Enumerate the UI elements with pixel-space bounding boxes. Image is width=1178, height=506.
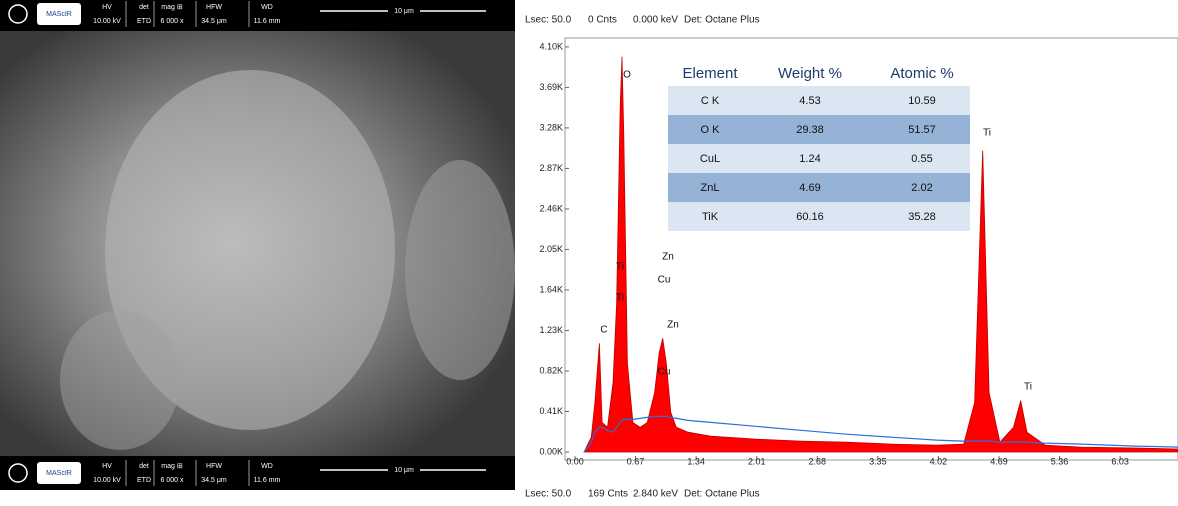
- table-cell: CuL: [700, 153, 720, 165]
- table-cell: 4.69: [799, 182, 820, 194]
- sem-header: HV: [102, 463, 112, 470]
- sem-header: HV: [102, 4, 112, 11]
- table-cell: O K: [701, 124, 721, 136]
- x-tick-label: 1.34: [687, 456, 705, 466]
- sem-value: ETD: [137, 477, 151, 484]
- x-tick-label: 4.02: [930, 456, 948, 466]
- y-tick-label: 0.82K: [539, 365, 563, 375]
- y-tick-label: 4.10K: [539, 41, 563, 51]
- table-cell: 0.55: [911, 153, 932, 165]
- sem-header: mag ⊞: [161, 463, 183, 470]
- scale-label: 10 μm: [394, 467, 414, 474]
- peak-label: Ti: [616, 262, 624, 273]
- peak-label: Ti: [1024, 382, 1032, 393]
- peak-label: Zn: [662, 252, 674, 263]
- table-cell: 35.28: [908, 211, 936, 223]
- sem-value: 34.5 μm: [201, 18, 227, 25]
- table-header: Element: [682, 65, 738, 82]
- figure: MAScIR HV 10.00 kV det ETD mag ⊞ 6 000 x HFW 34.…: [0, 0, 1178, 506]
- spectrum-header: Lsec: 50.0: [525, 15, 572, 26]
- sem-value: 6 000 x: [161, 18, 184, 25]
- spectrum-header: Det: Octane Plus: [684, 15, 760, 26]
- x-tick-label: 0.00: [566, 456, 584, 466]
- sem-value: 11.6 mm: [254, 18, 281, 25]
- x-tick-label: 4.69: [990, 456, 1008, 466]
- peak-label: Ti: [616, 293, 624, 304]
- spectrum-footer: Det: Octane Plus: [684, 489, 760, 500]
- table-cell: 29.38: [796, 124, 824, 136]
- peak-label: C: [600, 325, 607, 336]
- sem-value: ETD: [137, 18, 151, 25]
- sem-particle: [405, 160, 515, 380]
- table-cell: ZnL: [701, 182, 720, 194]
- y-tick-label: 1.23K: [539, 325, 563, 335]
- sem-value: 11.6 mm: [254, 477, 281, 484]
- spectrum-header: 0.000 keV: [633, 15, 678, 26]
- y-tick-label: 0.00K: [539, 446, 563, 456]
- peak-label: Cu: [658, 367, 671, 378]
- peak-label: Ti: [983, 128, 991, 139]
- page: {"sem_bar": {"logo": "MAScIR", "headers"…: [0, 0, 1178, 506]
- table-cell: 1.24: [799, 153, 820, 165]
- y-tick-label: 2.87K: [539, 163, 563, 173]
- spectrum-footer: 169 Cnts: [588, 489, 628, 500]
- y-tick-label: 3.69K: [539, 82, 563, 92]
- table-header: Weight %: [778, 65, 842, 82]
- x-tick-label: 3.35: [869, 456, 887, 466]
- table-cell: TiK: [702, 211, 719, 223]
- spectrum-header: 0 Cnts: [588, 15, 617, 26]
- x-tick-label: 6.03: [1111, 456, 1129, 466]
- sem-header: WD: [261, 4, 273, 11]
- sem-header: mag ⊞: [161, 4, 183, 11]
- sem-header: HFW: [206, 4, 222, 11]
- x-tick-label: 5.36: [1051, 456, 1069, 466]
- sem-value: 6 000 x: [161, 477, 184, 484]
- table-cell: 4.53: [799, 95, 820, 107]
- y-tick-label: 3.28K: [539, 122, 563, 132]
- sem-value: 10.00 kV: [93, 477, 121, 484]
- peak-label: Cu: [658, 275, 671, 286]
- sem-value: 34.5 μm: [201, 477, 227, 484]
- logo-text: MAScIR: [46, 470, 72, 477]
- sem-header: HFW: [206, 463, 222, 470]
- scale-label: 10 μm: [394, 8, 414, 15]
- x-tick-label: 2.68: [809, 456, 827, 466]
- x-tick-label: 2.01: [748, 456, 766, 466]
- x-tick-label: 0.67: [627, 456, 645, 466]
- table-header: Atomic %: [890, 65, 953, 82]
- peak-label: Zn: [667, 320, 679, 331]
- table-cell: 10.59: [908, 95, 936, 107]
- table-cell: 60.16: [796, 211, 824, 223]
- logo-text: MAScIR: [46, 11, 72, 18]
- y-tick-label: 1.64K: [539, 284, 563, 294]
- y-tick-label: 2.46K: [539, 203, 563, 213]
- table-cell: C K: [701, 95, 720, 107]
- y-tick-label: 0.41K: [539, 406, 563, 416]
- sem-header: det: [139, 463, 149, 470]
- spectrum-footer: 2.840 keV: [633, 489, 678, 500]
- spectrum-footer: Lsec: 50.0: [525, 489, 572, 500]
- sem-value: 10.00 kV: [93, 18, 121, 25]
- peak-label: O: [623, 70, 631, 81]
- sem-header: det: [139, 4, 149, 11]
- sem-header: WD: [261, 463, 273, 470]
- table-cell: 2.02: [911, 182, 932, 194]
- y-tick-label: 2.05K: [539, 244, 563, 254]
- sem-particle: [60, 310, 180, 450]
- table-cell: 51.57: [908, 124, 936, 136]
